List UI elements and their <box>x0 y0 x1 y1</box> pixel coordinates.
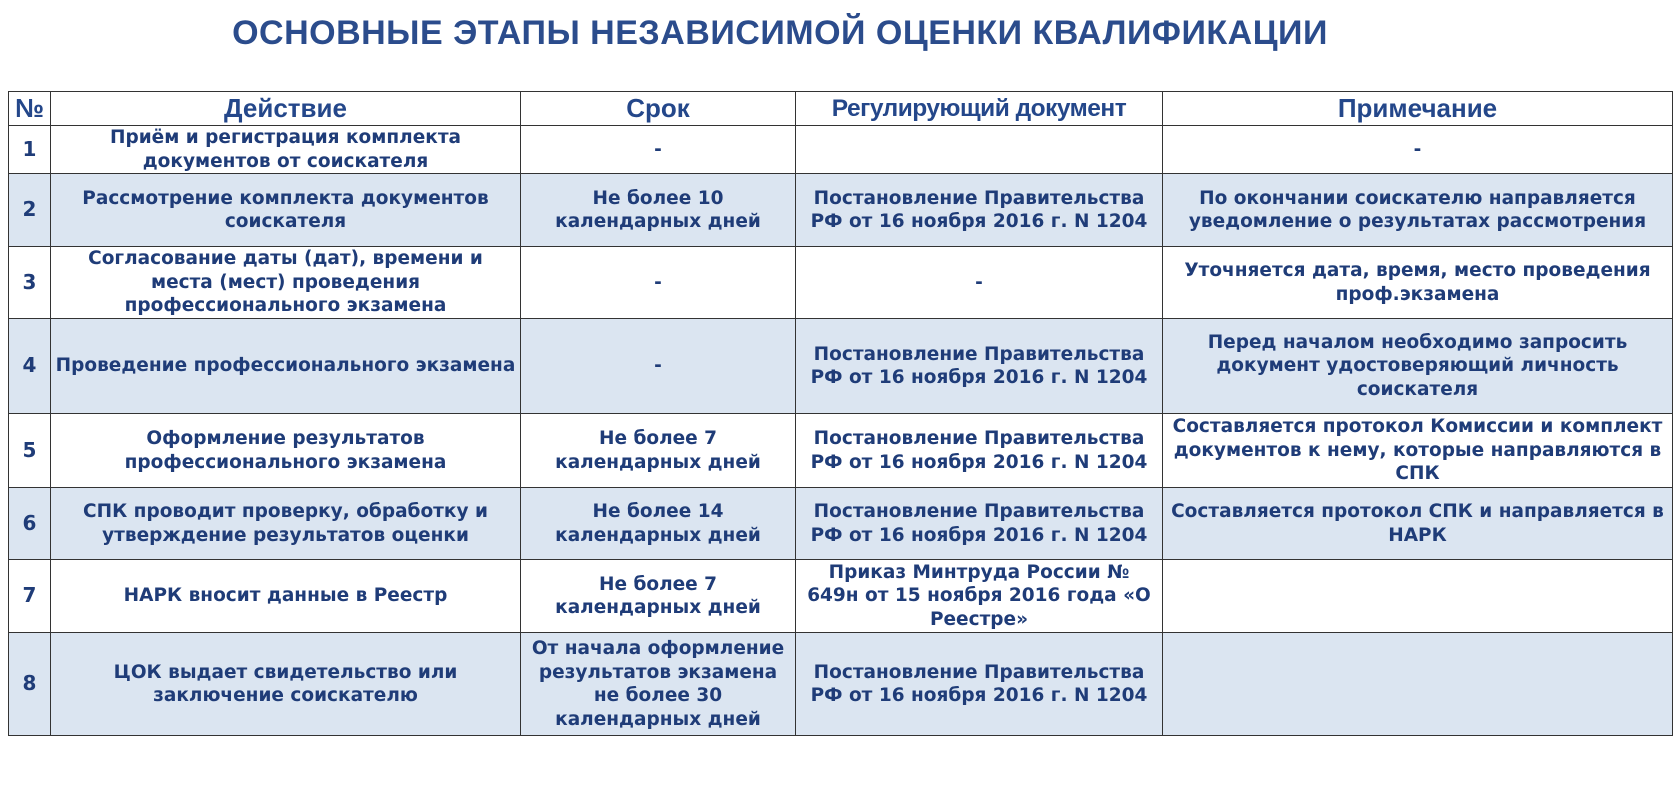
cell-document: Постановление Правительства РФ от 16 ноя… <box>795 318 1163 414</box>
table-row: 5 Оформление результатов профессиональног… <box>8 413 1673 488</box>
cell-num: 1 <box>8 125 51 174</box>
table-row: 6 СПК проводит проверку, обработку и утве… <box>8 487 1673 560</box>
cell-term: - <box>520 125 796 174</box>
cell-term: - <box>520 246 796 319</box>
cell-note: Уточняется дата, время, место проведения… <box>1162 246 1673 319</box>
header-term: Срок <box>520 91 796 126</box>
page-title: ОСНОВНЫЕ ЭТАПЫ НЕЗАВИСИМОЙ ОЦЕНКИ КВАЛИФ… <box>232 14 1328 52</box>
cell-action: НАРК вносит данные в Реестр <box>50 559 521 633</box>
table-row: 8 ЦОК выдает свидетельство или заключение… <box>8 632 1673 736</box>
cell-num: 3 <box>8 246 51 319</box>
cell-note: - <box>1162 125 1673 174</box>
cell-note: Перед началом необходимо запросить докум… <box>1162 318 1673 414</box>
table-row: 3 Согласование даты (дат), времени и мест… <box>8 246 1673 319</box>
cell-term: Не более 10 календарных дней <box>520 173 796 247</box>
header-note: Примечание <box>1162 91 1673 126</box>
header-num: № <box>8 91 51 126</box>
cell-note: Составляется протокол СПК и направляется… <box>1162 487 1673 560</box>
cell-num: 6 <box>8 487 51 560</box>
stages-table: № Действие Срок Регулирующий документ Пр… <box>8 91 1673 736</box>
cell-term: Не более 7 календарных дней <box>520 559 796 633</box>
cell-num: 8 <box>8 632 51 736</box>
cell-document: Постановление Правительства РФ от 16 ноя… <box>795 173 1163 247</box>
cell-note <box>1162 632 1673 736</box>
cell-term: От начала оформление результатов экзамен… <box>520 632 796 736</box>
cell-action: Приём и регистрация комплекта документов… <box>50 125 521 174</box>
cell-document <box>795 125 1163 174</box>
cell-note: Составляется протокол Комиссии и комплек… <box>1162 413 1673 488</box>
cell-document: Постановление Правительства РФ от 16 ноя… <box>795 413 1163 488</box>
cell-document: Постановление Правительства РФ от 16 ноя… <box>795 632 1163 736</box>
cell-action: Проведение профессионального экзамена <box>50 318 521 414</box>
header-document: Регулирующий документ <box>795 91 1163 126</box>
cell-num: 4 <box>8 318 51 414</box>
cell-action: СПК проводит проверку, обработку и утвер… <box>50 487 521 560</box>
cell-document: - <box>795 246 1163 319</box>
cell-term: - <box>520 318 796 414</box>
cell-action: Рассмотрение комплекта документов соиска… <box>50 173 521 247</box>
cell-action: Согласование даты (дат), времени и места… <box>50 246 521 319</box>
table-row: 7 НАРК вносит данные в Реестр Не более 7 к… <box>8 559 1673 633</box>
cell-note <box>1162 559 1673 633</box>
cell-action: ЦОК выдает свидетельство или заключение … <box>50 632 521 736</box>
table-row: 4 Проведение профессионального экзамена - П… <box>8 318 1673 414</box>
cell-num: 2 <box>8 173 51 247</box>
header-action: Действие <box>50 91 521 126</box>
cell-document: Постановление Правительства РФ от 16 ноя… <box>795 487 1163 560</box>
cell-term: Не более 14 календарных дней <box>520 487 796 560</box>
table-row: 1 Приём и регистрация комплекта документо… <box>8 125 1673 174</box>
cell-note: По окончании соискателю направляется уве… <box>1162 173 1673 247</box>
cell-term: Не более 7 календарных дней <box>520 413 796 488</box>
cell-document: Приказ Минтруда России № 649н от 15 нояб… <box>795 559 1163 633</box>
table-header: № Действие Срок Регулирующий документ Пр… <box>8 91 1673 126</box>
cell-num: 7 <box>8 559 51 633</box>
cell-action: Оформление результатов профессионального… <box>50 413 521 488</box>
cell-num: 5 <box>8 413 51 488</box>
table-row: 2 Рассмотрение комплекта документов соиск… <box>8 173 1673 247</box>
